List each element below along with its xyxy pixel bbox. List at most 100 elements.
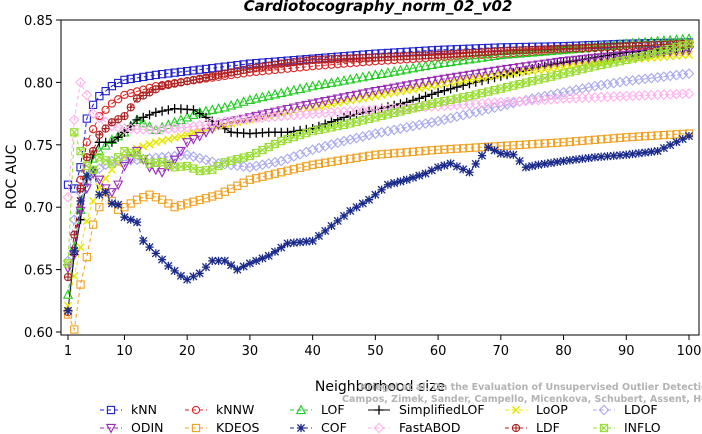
data-point xyxy=(101,188,110,197)
data-point xyxy=(68,114,80,126)
data-point xyxy=(614,51,626,62)
data-point xyxy=(120,213,129,222)
series-line xyxy=(67,80,690,198)
data-point xyxy=(258,254,267,263)
legend-item-cof: COF xyxy=(290,420,347,434)
data-point xyxy=(533,91,544,103)
data-point xyxy=(483,51,494,61)
data-point xyxy=(201,64,211,74)
data-point xyxy=(183,275,192,284)
data-point xyxy=(521,163,531,172)
data-point xyxy=(157,70,167,79)
data-point xyxy=(440,145,449,154)
legend-item-kdeos: KDEOS xyxy=(185,420,260,434)
data-point xyxy=(615,151,625,160)
data-point-mark xyxy=(89,165,98,174)
data-point xyxy=(132,150,142,159)
data-point xyxy=(540,139,549,148)
data-point xyxy=(175,146,187,157)
data-point xyxy=(120,90,129,100)
data-point xyxy=(514,63,525,73)
data-point xyxy=(432,115,444,127)
data-point xyxy=(388,124,400,136)
data-point xyxy=(539,59,550,70)
data-point xyxy=(433,163,443,172)
data-point xyxy=(295,238,305,247)
data-point xyxy=(195,195,204,205)
data-point xyxy=(395,64,406,75)
data-point xyxy=(145,243,154,252)
data-point xyxy=(615,57,625,66)
data-point xyxy=(207,104,218,115)
data-point xyxy=(509,150,518,159)
data-point xyxy=(95,91,104,101)
data-point xyxy=(170,266,179,275)
data-point xyxy=(346,154,355,163)
x-tick-label: 70 xyxy=(493,344,510,359)
data-point xyxy=(470,52,481,63)
data-point xyxy=(603,152,612,161)
data-point xyxy=(511,405,521,415)
data-point xyxy=(307,80,318,91)
data-point xyxy=(489,102,500,113)
data-point xyxy=(383,149,393,158)
data-point xyxy=(201,263,211,272)
data-point xyxy=(628,149,637,159)
data-point xyxy=(546,158,556,167)
data-point xyxy=(139,236,148,245)
x-tick-label: 10 xyxy=(116,344,133,359)
data-point xyxy=(533,60,544,71)
data-point xyxy=(407,62,419,73)
legend-item-simplifiedlof: SimplifiedLOF xyxy=(368,402,485,417)
data-point xyxy=(426,76,437,87)
legend-label: KDEOS xyxy=(216,420,260,434)
data-point xyxy=(570,84,582,96)
data-point xyxy=(464,70,475,81)
data-point xyxy=(559,69,568,78)
data-point xyxy=(484,87,493,96)
data-point xyxy=(257,91,268,102)
data-point xyxy=(534,75,543,84)
data-point xyxy=(332,76,343,86)
data-point xyxy=(390,108,399,118)
data-point xyxy=(239,153,248,162)
data-point xyxy=(195,109,205,119)
data-point xyxy=(76,243,85,252)
data-point xyxy=(383,180,393,189)
data-point xyxy=(352,153,361,162)
data-point xyxy=(94,145,105,156)
data-point xyxy=(427,166,436,175)
data-point xyxy=(282,104,293,115)
watermark-line-1: Kriegel et al. On the Evaluation of Unsu… xyxy=(360,382,702,393)
data-point xyxy=(321,226,330,236)
data-point xyxy=(634,132,643,141)
data-point xyxy=(476,68,488,79)
data-point xyxy=(181,149,193,161)
data-point xyxy=(288,103,299,114)
data-point xyxy=(653,131,662,140)
data-point xyxy=(452,94,462,103)
data-point xyxy=(351,90,362,101)
data-point xyxy=(200,154,212,166)
data-point xyxy=(70,128,79,137)
legend-label: FastABOD xyxy=(399,420,461,434)
data-point xyxy=(194,119,206,131)
data-point xyxy=(371,150,380,159)
data-point xyxy=(465,143,474,153)
y-tick-label: 0.60 xyxy=(24,326,53,341)
data-point xyxy=(571,66,581,75)
data-point xyxy=(339,211,349,221)
data-point xyxy=(346,206,355,216)
data-point xyxy=(534,160,543,169)
data-point xyxy=(301,81,312,92)
data-point xyxy=(476,105,488,116)
data-point xyxy=(320,96,331,107)
data-point xyxy=(307,144,319,156)
data-point xyxy=(326,139,337,150)
watermark-line-2: Campos, Zimek, Sander, Campello, Micenko… xyxy=(342,394,702,405)
data-point xyxy=(307,99,318,110)
data-point xyxy=(439,74,450,85)
data-point xyxy=(75,215,86,225)
data-point xyxy=(338,74,350,85)
data-point xyxy=(169,155,180,166)
